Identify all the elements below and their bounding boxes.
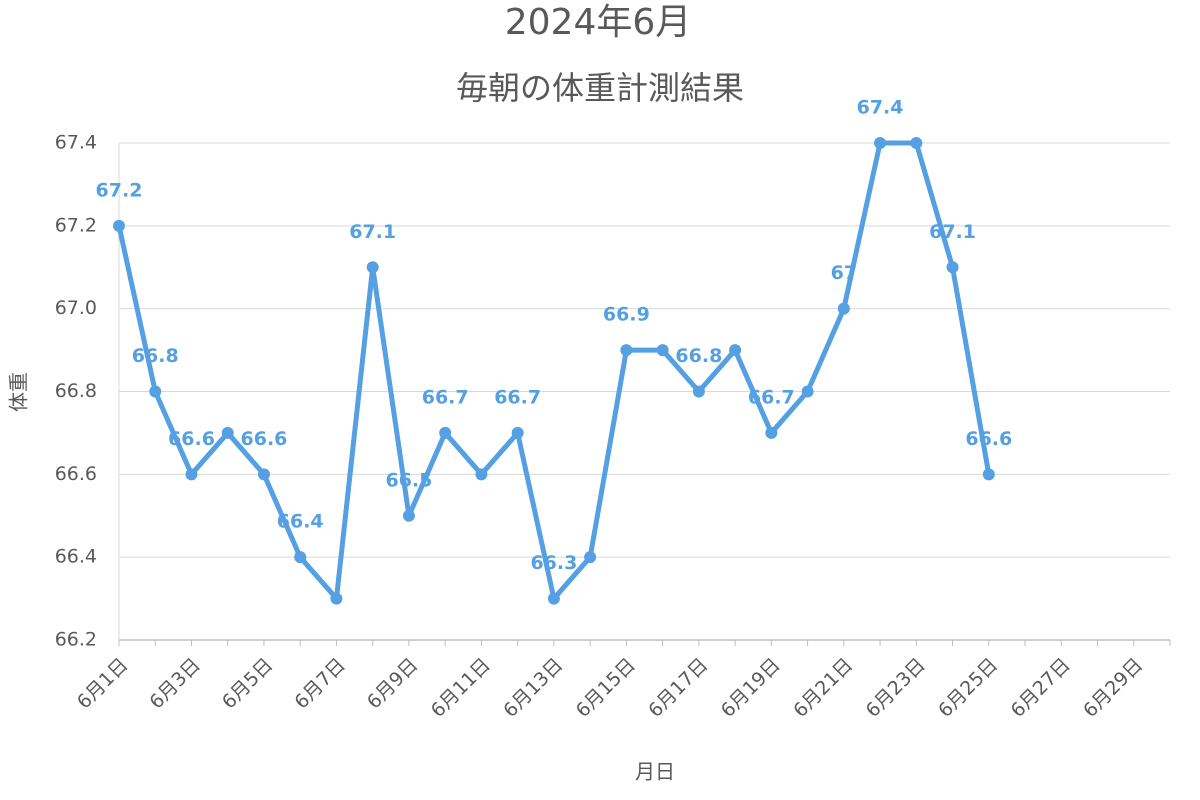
x-tick-label: 6月9日 (363, 654, 423, 714)
point (294, 551, 307, 564)
x-tick-label: 6月5日 (218, 654, 278, 714)
point (439, 426, 452, 439)
point (402, 509, 415, 522)
y-tick-label: 66.4 (55, 546, 97, 568)
data-label: 66.8 (132, 345, 179, 367)
line (116, 140, 992, 602)
x-tick-label: 6月15日 (572, 654, 640, 722)
point (185, 468, 198, 481)
x-tick-label: 6月19日 (717, 654, 785, 722)
data-label: 66.4 (277, 511, 324, 533)
chart-title: 2024年6月 (505, 2, 692, 43)
data-label: 66.6 (965, 428, 1012, 450)
point (149, 385, 162, 398)
chart-subtitle: 毎朝の体重計測結果 (456, 69, 744, 107)
x-tick-label: 6月29日 (1079, 654, 1147, 722)
data-label: 67 (831, 262, 857, 284)
point (257, 468, 270, 481)
x-tick-label: 6月1日 (73, 654, 133, 714)
point (366, 261, 379, 274)
point (620, 344, 633, 357)
data-label: 66.3 (530, 552, 577, 574)
point (511, 426, 524, 439)
point (946, 261, 959, 274)
data-label: 66.7 (748, 386, 795, 408)
point (584, 551, 597, 564)
point (874, 137, 887, 149)
point (765, 426, 778, 439)
data-label: 66.7 (422, 386, 469, 408)
y-tick-label: 66.6 (55, 463, 97, 485)
x-tick-label: 6月25日 (934, 654, 1002, 722)
data-label: 67.2 (96, 179, 143, 201)
point (547, 592, 560, 605)
point (656, 344, 669, 357)
point (692, 385, 705, 398)
point (837, 302, 850, 315)
x-tick-label: 6月23日 (862, 654, 930, 722)
x-tick-label: 6月17日 (644, 654, 712, 722)
point (475, 468, 488, 481)
data-label: 67.1 (349, 221, 396, 243)
data-label: 66.7 (494, 386, 541, 408)
point (982, 468, 995, 481)
data-label: 66.5 (385, 469, 432, 491)
data-label: 66.6 (168, 428, 215, 450)
y-tick-label: 67.2 (55, 214, 97, 236)
point (801, 385, 814, 398)
point (910, 137, 923, 149)
point (729, 344, 742, 357)
x-tick-label: 6月3日 (145, 654, 205, 714)
x-axis-label: 月日 (635, 760, 675, 784)
y-tick-label: 66.8 (55, 380, 97, 402)
x-tick-label: 6月27日 (1007, 654, 1075, 722)
point (221, 426, 234, 439)
data-label: 66.6 (241, 428, 288, 450)
y-axis-label: 体重 (7, 372, 31, 412)
y-tick-label: 67.4 (55, 132, 97, 154)
y-tick-label: 67.0 (55, 297, 97, 319)
x-tick-label: 6月7日 (290, 654, 350, 714)
data-label: 67.1 (929, 221, 976, 243)
x-tick-label: 6月11日 (427, 654, 495, 722)
data-label: 66.9 (603, 304, 650, 326)
point (113, 219, 125, 232)
y-tick-label: 66.2 (55, 629, 97, 651)
point (330, 592, 343, 605)
data-label: 67.4 (857, 97, 904, 119)
x-tick-label: 6月13日 (499, 654, 567, 722)
x-tick-label: 6月21日 (789, 654, 857, 722)
data-label: 66.8 (675, 345, 722, 367)
